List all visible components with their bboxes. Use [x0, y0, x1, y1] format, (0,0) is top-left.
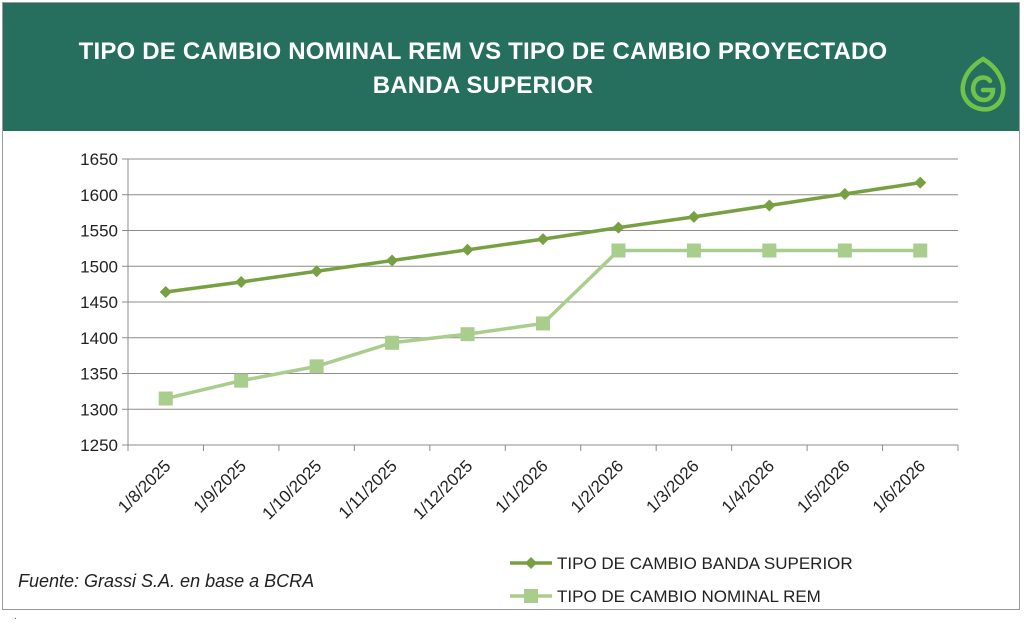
data-point — [611, 243, 626, 258]
x-tick-label: 1/12/2025 — [409, 456, 476, 523]
legend-label: TIPO DE CAMBIO NOMINAL REM — [557, 587, 821, 606]
data-point — [536, 316, 550, 331]
data-point — [309, 359, 324, 374]
x-tick-label: 1/10/2025 — [259, 456, 326, 523]
data-point — [762, 243, 777, 258]
data-series — [158, 176, 928, 406]
chart-header: TIPO DE CAMBIO NOMINAL REM VS TIPO DE CA… — [3, 3, 1019, 131]
y-tick-label: 1250 — [80, 436, 118, 455]
x-tick-label: 1/1/2026 — [492, 456, 552, 516]
x-tick-label: 1/6/2026 — [869, 456, 929, 516]
data-point — [386, 254, 399, 267]
data-point — [837, 243, 852, 258]
y-tick-label: 1450 — [80, 293, 118, 312]
y-tick-label: 1400 — [80, 329, 118, 348]
data-point — [537, 233, 549, 246]
legend-label: TIPO DE CAMBIO BANDA SUPERIOR — [557, 554, 853, 573]
data-point — [235, 275, 248, 288]
series-banda-superior — [159, 176, 927, 298]
legend: TIPO DE CAMBIO BANDA SUPERIOR TIPO DE CAM… — [510, 554, 853, 606]
y-tick-labels: 1250 1300 1350 1400 1450 1500 1550 1600 1650 — [80, 150, 118, 455]
data-point — [159, 285, 172, 298]
data-point — [310, 265, 323, 278]
x-tick-labels: 1/8/2025 1/9/2025 1/10/2025 1/11/2025 1/12/2… — [114, 456, 929, 523]
y-tick-label: 1600 — [80, 186, 118, 205]
data-point — [687, 210, 700, 223]
data-point — [763, 199, 776, 212]
data-point — [913, 243, 928, 258]
y-tick-label: 1300 — [80, 400, 118, 419]
x-tick-label: 1/9/2025 — [190, 456, 250, 516]
y-tick-label: 1550 — [80, 222, 118, 241]
data-point — [460, 327, 475, 342]
data-point — [612, 221, 625, 234]
data-point — [158, 391, 173, 406]
axes — [122, 158, 959, 451]
x-tick-label: 1/3/2026 — [643, 456, 703, 516]
x-tick-label: 1/11/2025 — [335, 456, 401, 522]
data-point — [914, 176, 927, 189]
y-tick-label: 1650 — [80, 150, 118, 169]
source-note: Fuente: Grassi S.A. en base a BCRA — [18, 571, 315, 591]
legend-swatch-marker — [524, 589, 538, 603]
legend-swatch-marker — [525, 557, 537, 569]
data-point — [385, 335, 400, 350]
grassi-leaf-logo-icon — [960, 56, 1006, 112]
x-tick-label: 1/4/2026 — [718, 456, 778, 516]
data-point — [686, 243, 701, 258]
chart-title: TIPO DE CAMBIO NOMINAL REM VS TIPO DE CA… — [78, 38, 888, 99]
legend-item: TIPO DE CAMBIO BANDA SUPERIOR — [510, 554, 853, 573]
x-tick-label: 1/2/2026 — [567, 456, 627, 516]
data-point — [234, 373, 249, 388]
x-tick-label: 1/8/2025 — [114, 456, 174, 516]
x-tick-label: 1/5/2026 — [793, 456, 853, 516]
y-tick-label: 1500 — [80, 257, 118, 276]
y-tick-label: 1350 — [80, 365, 118, 384]
data-point — [838, 188, 851, 201]
legend-item: TIPO DE CAMBIO NOMINAL REM — [510, 587, 821, 606]
series-nominal-rem — [158, 243, 928, 406]
data-point — [461, 243, 474, 256]
stray-dot: . — [14, 611, 17, 622]
gridlines — [128, 158, 958, 446]
